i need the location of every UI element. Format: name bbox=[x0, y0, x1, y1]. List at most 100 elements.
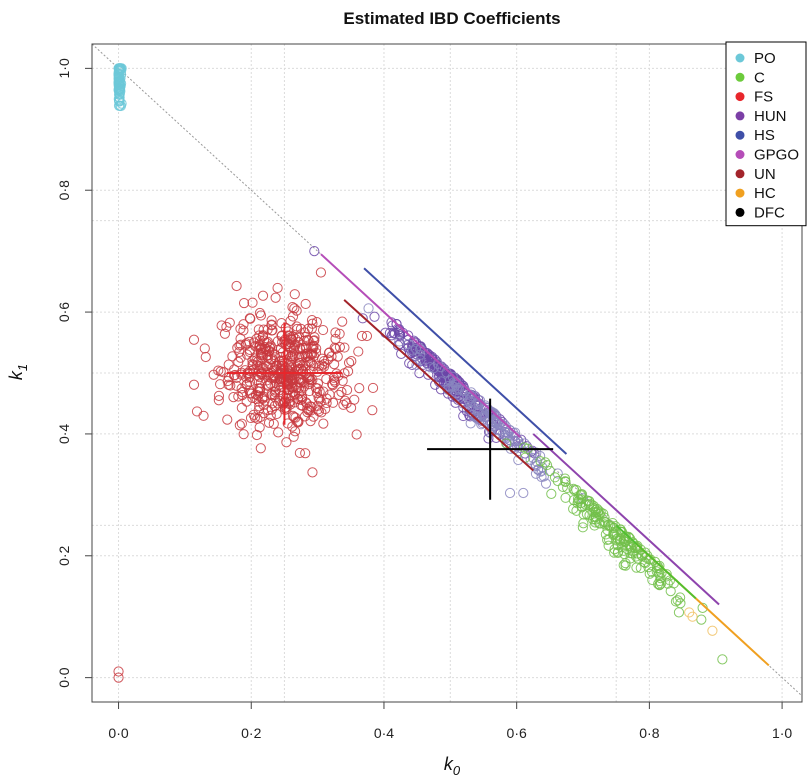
data-point-fs bbox=[228, 370, 240, 381]
data-point-fs bbox=[198, 410, 209, 421]
data-point-fs bbox=[213, 395, 224, 406]
data-point-fs bbox=[254, 383, 265, 394]
data-point-hs bbox=[476, 419, 487, 430]
legend-label-po: PO bbox=[754, 50, 776, 67]
data-point-c bbox=[675, 598, 686, 609]
data-point-fs bbox=[251, 429, 262, 441]
data-point-fs bbox=[263, 417, 275, 428]
data-point-fs bbox=[213, 390, 225, 401]
data-point-c bbox=[627, 546, 638, 557]
data-point-c bbox=[560, 476, 571, 487]
legend-swatch-dfc bbox=[735, 207, 745, 217]
data-point-fs bbox=[277, 399, 289, 410]
data-point-c bbox=[696, 614, 707, 625]
legend: PO C FS HUN HS GPGO UN HC DFC bbox=[725, 41, 807, 227]
data-point-c bbox=[560, 492, 571, 503]
fitted-line-hun bbox=[532, 433, 720, 606]
data-point-fs bbox=[251, 355, 262, 366]
data-point-c bbox=[549, 472, 561, 483]
data-point-fs bbox=[233, 356, 244, 368]
data-point-hs bbox=[497, 428, 509, 440]
x-tick-label: 0·4 bbox=[374, 725, 394, 741]
data-point-fs bbox=[200, 351, 211, 363]
data-point-fs bbox=[312, 378, 324, 389]
data-point-fs bbox=[215, 379, 226, 390]
data-point-outlier bbox=[113, 672, 124, 683]
data-point-fs bbox=[303, 335, 314, 346]
fitted-line-hs bbox=[363, 267, 568, 455]
data-point-outlier bbox=[518, 487, 529, 499]
data-point-hun bbox=[357, 313, 368, 324]
data-point-fs bbox=[271, 408, 282, 420]
y-tick-label: 0·4 bbox=[56, 424, 72, 444]
data-point-fs bbox=[246, 388, 258, 399]
data-point-fs bbox=[242, 349, 253, 360]
legend-label-gpgo: GPGO bbox=[754, 147, 799, 164]
data-point-c bbox=[642, 550, 653, 561]
data-point-c bbox=[607, 517, 618, 529]
data-point-hs bbox=[461, 403, 473, 414]
legend-label-dfc: DFC bbox=[754, 204, 785, 221]
data-point-fs bbox=[243, 369, 254, 380]
data-point-fs bbox=[303, 323, 314, 334]
data-point-c bbox=[644, 568, 655, 579]
data-point-outlier bbox=[315, 267, 327, 278]
data-point-fs bbox=[317, 360, 328, 371]
data-point-fs bbox=[234, 340, 245, 351]
data-point-fs bbox=[317, 324, 329, 336]
data-point-c bbox=[640, 557, 651, 569]
y-tick-label: 1·0 bbox=[56, 58, 72, 78]
x-axis-ticks: 0·0 0·2 0·4 0·6 0·8 1·0 bbox=[108, 702, 792, 741]
data-point-c bbox=[602, 534, 613, 546]
data-point-fs bbox=[308, 335, 319, 347]
data-point-fs bbox=[270, 385, 281, 396]
data-point-fs bbox=[327, 380, 338, 391]
data-point-c bbox=[603, 540, 614, 551]
data-point-fs bbox=[285, 373, 296, 384]
data-point-hun bbox=[394, 329, 405, 340]
data-point-po bbox=[114, 92, 125, 103]
data-point-hs bbox=[508, 427, 519, 439]
data-point-fs bbox=[272, 398, 284, 409]
data-point-outlier bbox=[309, 246, 320, 257]
data-point-fs bbox=[301, 398, 313, 409]
data-point-fs bbox=[238, 325, 249, 336]
data-point-outlier bbox=[707, 625, 718, 636]
data-point-fs bbox=[244, 346, 255, 358]
data-point-fs bbox=[266, 319, 277, 330]
data-point-fs bbox=[257, 290, 269, 301]
legend-swatch-gpgo bbox=[735, 150, 745, 159]
data-point-fs bbox=[295, 400, 307, 411]
data-point-hs bbox=[465, 418, 476, 429]
data-point-fs bbox=[329, 375, 340, 386]
data-point-fs bbox=[262, 324, 273, 335]
data-point-po bbox=[113, 68, 124, 80]
data-point-fs bbox=[273, 427, 284, 438]
data-point-fs bbox=[249, 412, 261, 423]
data-point-fs bbox=[293, 388, 304, 399]
data-point-hs bbox=[464, 393, 476, 404]
data-point-c bbox=[675, 592, 686, 603]
data-point-c bbox=[501, 438, 512, 449]
data-point-fs bbox=[223, 359, 234, 370]
data-point-c bbox=[635, 544, 646, 555]
data-point-fs bbox=[256, 350, 267, 361]
x-tick-label: 1·0 bbox=[772, 725, 792, 741]
data-point-hun bbox=[483, 433, 494, 444]
legend-swatch-hs bbox=[735, 130, 745, 140]
data-point-c bbox=[609, 544, 620, 555]
data-point-fs bbox=[292, 364, 303, 375]
data-point-hs bbox=[435, 362, 447, 373]
data-point-fs bbox=[311, 317, 322, 328]
data-point-fs bbox=[233, 391, 244, 402]
data-point-fs bbox=[308, 360, 319, 372]
x-tick-label: 0·6 bbox=[507, 725, 527, 741]
data-point-fs bbox=[300, 298, 311, 310]
data-point-hs bbox=[411, 359, 422, 371]
data-point-fs bbox=[306, 315, 318, 326]
data-point-fs bbox=[316, 407, 327, 418]
data-point-c bbox=[661, 569, 672, 580]
legend-label-un: UN bbox=[754, 166, 776, 183]
data-point-c bbox=[578, 509, 589, 520]
cluster-crosses bbox=[226, 322, 554, 500]
